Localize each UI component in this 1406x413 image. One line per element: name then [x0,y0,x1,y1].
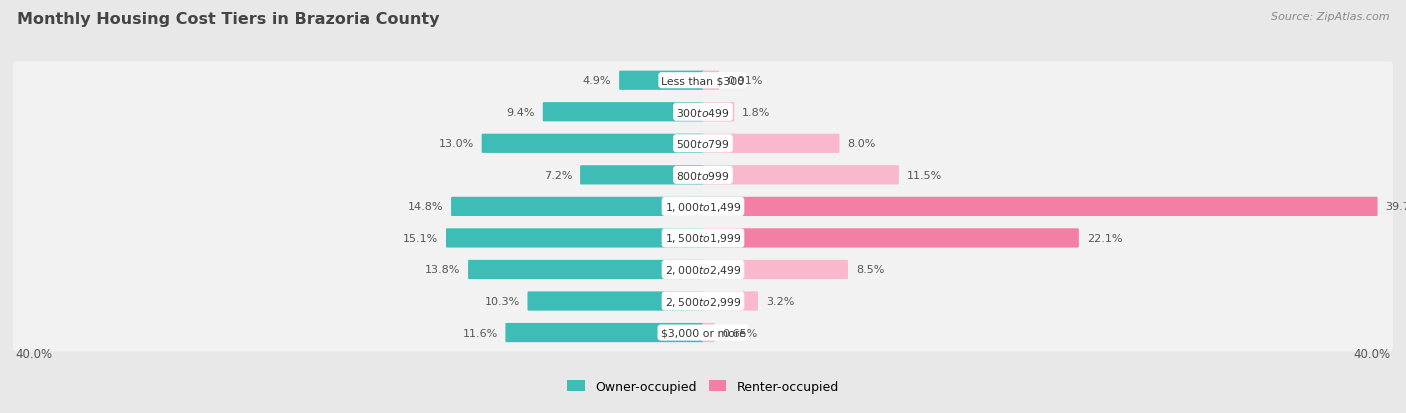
Text: 7.2%: 7.2% [544,171,572,180]
FancyBboxPatch shape [451,197,703,216]
Text: $800 to $999: $800 to $999 [676,169,730,181]
FancyBboxPatch shape [13,188,1393,225]
Text: 8.0%: 8.0% [848,139,876,149]
Text: $2,500 to $2,999: $2,500 to $2,999 [665,295,741,308]
Text: $300 to $499: $300 to $499 [676,107,730,119]
FancyBboxPatch shape [13,157,1393,194]
FancyBboxPatch shape [703,323,714,342]
Text: 13.0%: 13.0% [439,139,474,149]
FancyBboxPatch shape [13,62,1393,100]
FancyBboxPatch shape [13,220,1393,257]
FancyBboxPatch shape [703,71,718,90]
FancyBboxPatch shape [619,71,703,90]
FancyBboxPatch shape [703,197,1378,216]
Text: 40.0%: 40.0% [1354,347,1391,360]
Text: 0.65%: 0.65% [723,328,758,338]
FancyBboxPatch shape [703,103,734,122]
FancyBboxPatch shape [543,103,703,122]
FancyBboxPatch shape [482,134,703,154]
Text: 40.0%: 40.0% [15,347,52,360]
Text: 11.6%: 11.6% [463,328,498,338]
FancyBboxPatch shape [13,125,1393,163]
Text: 15.1%: 15.1% [404,233,439,243]
FancyBboxPatch shape [527,292,703,311]
Text: 0.91%: 0.91% [727,76,762,86]
FancyBboxPatch shape [703,229,1078,248]
FancyBboxPatch shape [446,229,703,248]
Text: $1,500 to $1,999: $1,500 to $1,999 [665,232,741,245]
Text: Monthly Housing Cost Tiers in Brazoria County: Monthly Housing Cost Tiers in Brazoria C… [17,12,439,27]
Text: 39.7%: 39.7% [1385,202,1406,212]
FancyBboxPatch shape [505,323,703,342]
Legend: Owner-occupied, Renter-occupied: Owner-occupied, Renter-occupied [562,375,844,398]
FancyBboxPatch shape [703,134,839,154]
Text: $500 to $799: $500 to $799 [676,138,730,150]
Text: 11.5%: 11.5% [907,171,942,180]
FancyBboxPatch shape [703,292,758,311]
FancyBboxPatch shape [13,94,1393,131]
Text: 14.8%: 14.8% [408,202,443,212]
Text: $1,000 to $1,499: $1,000 to $1,499 [665,200,741,214]
FancyBboxPatch shape [703,166,898,185]
FancyBboxPatch shape [13,314,1393,351]
Text: 4.9%: 4.9% [583,76,612,86]
FancyBboxPatch shape [468,260,703,280]
Text: Source: ZipAtlas.com: Source: ZipAtlas.com [1271,12,1389,22]
Text: 13.8%: 13.8% [425,265,460,275]
Text: 9.4%: 9.4% [506,107,534,117]
FancyBboxPatch shape [13,251,1393,289]
FancyBboxPatch shape [13,282,1393,320]
Text: 3.2%: 3.2% [766,296,794,306]
Text: 22.1%: 22.1% [1087,233,1122,243]
Text: $3,000 or more: $3,000 or more [661,328,745,338]
Text: Less than $300: Less than $300 [661,76,745,86]
Text: 10.3%: 10.3% [485,296,520,306]
FancyBboxPatch shape [581,166,703,185]
Text: 8.5%: 8.5% [856,265,884,275]
Text: $2,000 to $2,499: $2,000 to $2,499 [665,263,741,276]
FancyBboxPatch shape [703,260,848,280]
Text: 1.8%: 1.8% [742,107,770,117]
